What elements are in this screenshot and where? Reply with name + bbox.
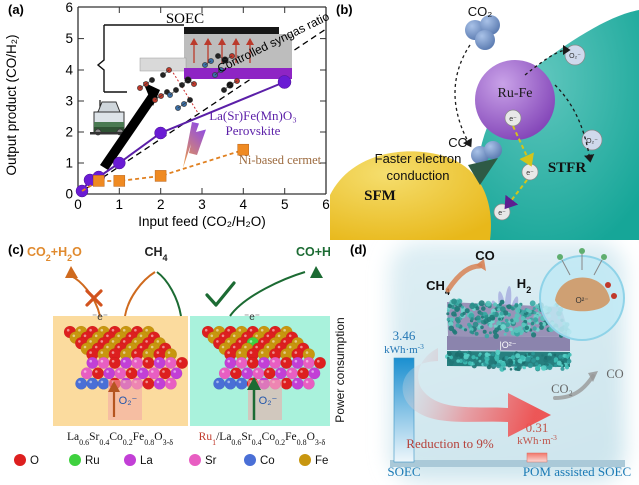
svg-text:Faster electron: Faster electron — [375, 151, 462, 166]
svg-text:Perovskite: Perovskite — [226, 123, 281, 138]
svg-text:O₂⁻: O₂⁻ — [119, 395, 138, 407]
svg-text:Ru: Ru — [85, 455, 100, 467]
svg-text:STFR: STFR — [548, 160, 587, 176]
svg-text:⁻e⁻: ⁻e⁻ — [92, 312, 108, 323]
svg-text:2: 2 — [157, 197, 165, 212]
svg-text:e⁻: e⁻ — [526, 170, 534, 177]
svg-text:La(Sr)Fe(Mn)O₃: La(Sr)Fe(Mn)O₃ — [209, 108, 297, 123]
svg-text:3: 3 — [65, 94, 73, 109]
svg-text:0: 0 — [65, 187, 73, 202]
svg-text:1: 1 — [116, 197, 124, 212]
svg-text:CO: CO — [448, 135, 468, 150]
svg-text:conduction: conduction — [387, 168, 450, 183]
svg-text:CO₂: CO₂ — [551, 382, 573, 396]
svg-text:6: 6 — [322, 197, 330, 212]
svg-text:Output product (CO/H₂): Output product (CO/H₂) — [4, 34, 19, 175]
svg-text:Ru1/La0.6Sr0.4Co0.2Fe0.8O3-δ: Ru1/La0.6Sr0.4Co0.2Fe0.8O3-δ — [199, 431, 326, 447]
svg-text:SFM: SFM — [364, 188, 396, 204]
svg-text:3: 3 — [198, 197, 206, 212]
svg-text:POM assisted SOEC: POM assisted SOEC — [523, 464, 631, 479]
svg-text:O₂⁻: O₂⁻ — [586, 138, 598, 145]
svg-text:CO₂: CO₂ — [468, 4, 493, 19]
svg-text:Fe: Fe — [315, 455, 328, 467]
svg-text:1: 1 — [65, 156, 73, 171]
svg-text:|O²⁻: |O²⁻ — [499, 340, 516, 350]
svg-text:CH4: CH4 — [144, 245, 167, 263]
svg-text:4: 4 — [65, 63, 73, 78]
svg-text:0: 0 — [74, 197, 82, 212]
svg-text:Ni-based cermet: Ni-based cermet — [239, 153, 322, 167]
svg-text:CO: CO — [606, 367, 623, 381]
svg-text:5: 5 — [281, 197, 289, 212]
svg-text:Power consumption: Power consumption — [333, 317, 347, 422]
svg-text:2: 2 — [65, 125, 73, 140]
svg-text:CO: CO — [475, 248, 495, 263]
svg-text:La0.6Sr0.4Co0.2Fe0.8O3-δ: La0.6Sr0.4Co0.2Fe0.8O3-δ — [67, 431, 173, 447]
svg-text:CO+H2: CO+H2 — [296, 245, 330, 263]
svg-text:O₂⁻: O₂⁻ — [569, 53, 581, 60]
svg-text:e⁻: e⁻ — [498, 210, 506, 217]
svg-text:6: 6 — [65, 0, 73, 15]
svg-text:La: La — [140, 455, 153, 467]
svg-text:Ru-Fe: Ru-Fe — [498, 86, 533, 101]
svg-text:4: 4 — [240, 197, 248, 212]
svg-text:e⁻: e⁻ — [509, 116, 517, 123]
svg-text:O²⁻: O²⁻ — [575, 296, 588, 305]
svg-text:Reduction to 9%: Reduction to 9% — [406, 436, 494, 451]
svg-text:CO2+H2O: CO2+H2O — [27, 245, 82, 263]
svg-text:O₂⁻: O₂⁻ — [259, 395, 278, 407]
svg-text:O: O — [30, 455, 39, 467]
svg-text:SOEC: SOEC — [387, 464, 420, 479]
svg-text:3.46: 3.46 — [393, 328, 416, 343]
svg-text:⁻e⁻: ⁻e⁻ — [244, 312, 260, 323]
svg-text:5: 5 — [65, 31, 73, 46]
svg-text:Sr: Sr — [205, 455, 217, 467]
svg-text:Co: Co — [260, 455, 275, 467]
svg-text:Input feed (CO₂/H₂O): Input feed (CO₂/H₂O) — [138, 214, 266, 229]
